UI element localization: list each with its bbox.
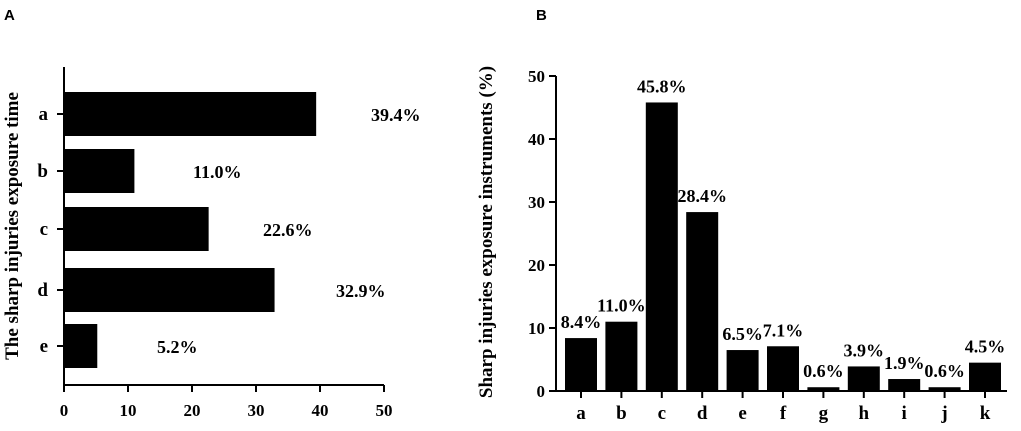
chart-a-x-tick-label: 40 <box>312 401 329 420</box>
chart-b-bar <box>888 379 921 391</box>
chart-a-category-label: d <box>37 280 48 301</box>
chart-b-data-label: 11.0% <box>597 296 646 316</box>
chart-a-x-tick-label: 20 <box>184 401 201 420</box>
chart-b-data-label: 28.4% <box>677 186 727 206</box>
chart-b-bar <box>847 366 880 391</box>
chart-b-bar <box>645 102 678 392</box>
chart-b-bar <box>726 350 759 391</box>
chart-b-category-label: j <box>940 403 947 424</box>
chart-b-category-label: d <box>697 403 708 424</box>
chart-b-bar <box>605 321 638 391</box>
chart-a-category-label: c <box>40 219 48 240</box>
chart-b-y-tick-label: 40 <box>528 130 545 149</box>
chart-b-bar <box>767 346 799 391</box>
chart-b-category-label: k <box>980 403 991 424</box>
chart-b-bar <box>969 362 1001 391</box>
chart-a-bar <box>64 207 209 251</box>
chart-b-category-label: c <box>658 403 666 424</box>
chart-b-y-tick-label: 20 <box>528 256 545 275</box>
chart-b-data-label: 3.9% <box>844 340 885 360</box>
chart-a-category-label: e <box>40 336 48 357</box>
chart-b-data-label: 4.5% <box>965 337 1006 357</box>
chart-a-x-tick-label: 10 <box>120 401 137 420</box>
chart-b: Sharp injuries exposure instruments (%) … <box>476 66 1007 424</box>
chart-b-bar <box>807 387 840 391</box>
chart-b-category-label: f <box>780 403 787 424</box>
chart-a-y-axis-label: The sharp injuries exposure time <box>2 92 23 360</box>
chart-a-data-label: 32.9% <box>336 281 386 301</box>
chart-a-category-label: b <box>37 161 48 182</box>
chart-a-x-tick-label: 30 <box>248 401 265 420</box>
chart-b-category-label: i <box>902 403 907 424</box>
chart-b-y-tick-label: 30 <box>528 193 545 212</box>
chart-b-y-axis-label: Sharp injuries exposure instruments (%) <box>476 66 497 398</box>
chart-a-bar <box>64 92 317 136</box>
chart-b-y-tick-label: 10 <box>528 319 545 338</box>
chart-b-category-label: h <box>859 403 870 424</box>
chart-a-data-label: 39.4% <box>371 105 421 125</box>
chart-a-x-tick-label: 0 <box>60 401 69 420</box>
chart-b-category-label: e <box>738 403 746 424</box>
chart-b-data-label: 6.5% <box>722 324 763 344</box>
chart-a-x-tick-label: 50 <box>376 401 393 420</box>
chart-a-bar <box>64 149 135 193</box>
chart-a-data-label: 22.6% <box>263 220 313 240</box>
chart-b-data-label: 8.4% <box>561 312 602 332</box>
chart-b-data-label: 1.9% <box>884 353 925 373</box>
chart-b-data-label: 7.1% <box>763 320 804 340</box>
panel-letter-b: B <box>536 7 547 24</box>
chart-b-data-label: 0.6% <box>803 361 844 381</box>
chart-a: The sharp injuries exposure time 0 10 20 30… <box>2 67 421 420</box>
chart-b-data-label: 0.6% <box>924 361 965 381</box>
chart-a-data-label: 5.2% <box>157 337 198 357</box>
chart-a-bar <box>64 268 275 312</box>
chart-a-bar <box>64 324 98 368</box>
chart-b-category-label: g <box>819 403 829 424</box>
chart-b-bar <box>928 387 961 391</box>
chart-b-y-tick-label: 0 <box>537 382 546 401</box>
chart-b-data-label: 45.8% <box>637 76 687 96</box>
chart-a-category-label: a <box>39 104 49 125</box>
chart-b-bar <box>686 212 719 391</box>
chart-b-category-label: b <box>616 403 627 424</box>
chart-b-y-tick-label: 50 <box>528 67 545 86</box>
chart-b-bar <box>565 338 597 391</box>
chart-b-category-label: a <box>576 403 586 424</box>
chart-a-data-label: 11.0% <box>193 162 242 182</box>
panel-letter-a: A <box>4 7 15 24</box>
